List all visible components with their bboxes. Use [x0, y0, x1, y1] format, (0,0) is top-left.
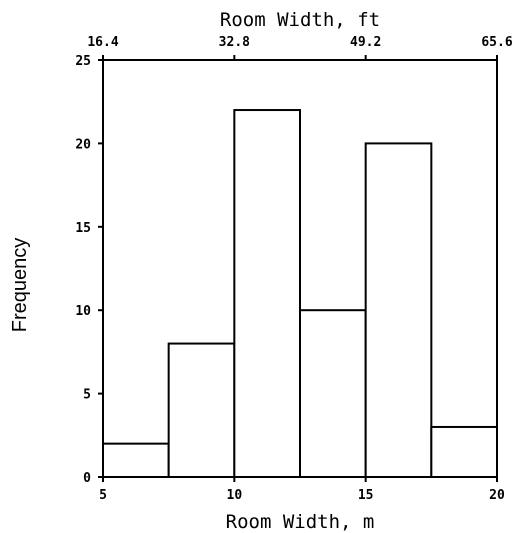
x-tick-label-2: 15 — [358, 488, 374, 503]
histogram-bar-4 — [299, 309, 367, 479]
top-x-tick-label-3: 65.6 — [481, 35, 512, 50]
histogram-bar-5 — [364, 142, 433, 478]
x-axis-title: Room Width, m — [226, 511, 375, 533]
y-tick-label-4: 20 — [75, 137, 91, 152]
top-x-tick-label-0: 16.4 — [87, 35, 118, 50]
histogram-bar-3 — [233, 109, 301, 478]
bars-layer — [102, 109, 499, 479]
histogram-bar-6 — [430, 425, 499, 478]
histogram-bar-1 — [102, 442, 170, 479]
y-axis-title: Frequency — [9, 238, 31, 333]
y-tick-label-2: 10 — [75, 304, 91, 319]
x-tick-label-0: 5 — [99, 488, 107, 503]
x-tick-label-3: 20 — [489, 488, 505, 503]
y-tick-label-0: 0 — [83, 471, 91, 486]
top-x-tick-label-1: 32.8 — [219, 35, 250, 50]
y-tick-label-1: 5 — [83, 388, 91, 403]
histogram-bar-2 — [167, 342, 236, 478]
y-tick-label-3: 15 — [75, 221, 91, 236]
y-tick-label-5: 25 — [75, 54, 91, 69]
plot-frame — [102, 59, 498, 478]
x-tick-label-1: 10 — [227, 488, 243, 503]
top-axis-title: Room Width, ft — [220, 9, 380, 31]
top-x-tick-label-2: 49.2 — [350, 35, 381, 50]
